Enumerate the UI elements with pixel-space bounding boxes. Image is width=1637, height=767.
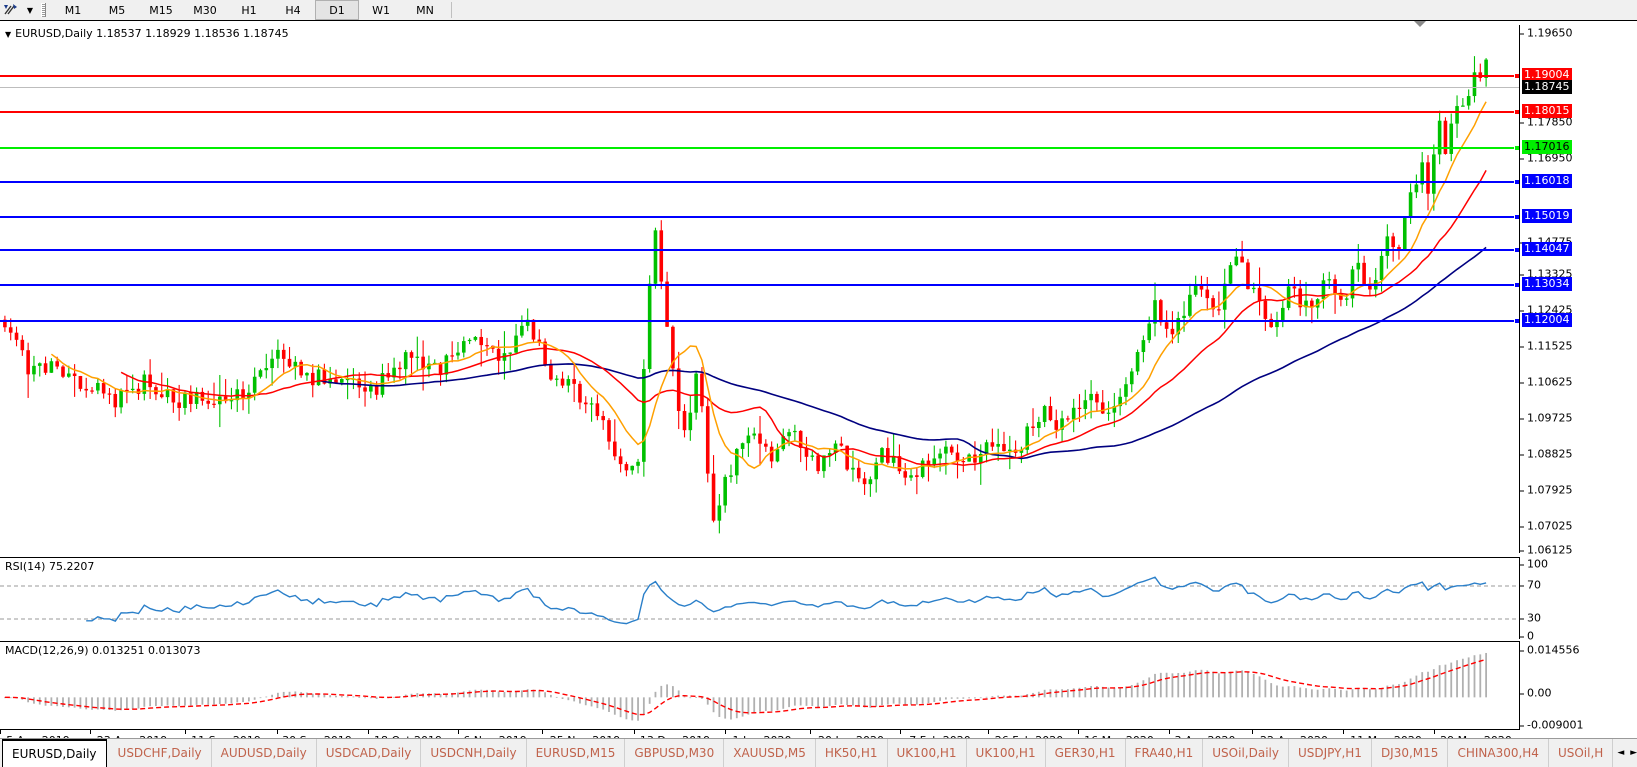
level-anchor-icon[interactable] <box>1514 282 1519 288</box>
price-tick: 1.07025 <box>1520 520 1573 533</box>
rsi-axis: 100 70 30 0 <box>1520 557 1637 643</box>
tab-hk50-h1[interactable]: HK50,H1 <box>816 739 888 767</box>
macd-label: MACD(12,26,9) 0.013251 0.013073 <box>5 644 201 657</box>
current-price-label: 1.18745 <box>1522 80 1572 94</box>
tab-usdjpy-h1[interactable]: USDJPY,H1 <box>1289 739 1372 767</box>
timeframe-toolbar: ▼ M1 M5 M15 M30 H1 H4 D1 W1 MN <box>0 0 1637 21</box>
tab-fra40-h1[interactable]: FRA40,H1 <box>1126 739 1204 767</box>
macd-series <box>4 652 1487 721</box>
chart-frame: ▼ EURUSD,Daily 1.18537 1.18929 1.18536 1.… <box>0 20 1637 751</box>
timeframe-w1[interactable]: W1 <box>372 3 390 17</box>
tab-usdchf-daily[interactable]: USDCHF,Daily <box>109 739 212 767</box>
tab-usoil-daily[interactable]: USOil,Daily <box>1203 739 1289 767</box>
timeframe-m5[interactable]: M5 <box>108 3 126 17</box>
tab-gbpusd-m30[interactable]: GBPUSD,M30 <box>625 739 725 767</box>
rsi-tick: 100 <box>1520 558 1548 571</box>
candlestick-series <box>3 56 1488 534</box>
rsi-tick: 70 <box>1520 579 1541 592</box>
timeframe-mn[interactable]: MN <box>416 3 434 17</box>
price-level-label[interactable]: 1.17016 <box>1522 140 1572 154</box>
tab-uk100-h1-a[interactable]: UK100,H1 <box>888 739 967 767</box>
chart-title-text: EURUSD,Daily 1.18537 1.18929 1.18536 1.1… <box>15 27 289 40</box>
level-anchor-icon[interactable] <box>1514 145 1519 151</box>
timeframe-d1[interactable]: D1 <box>315 0 359 20</box>
level-line-1.19004[interactable] <box>0 73 1519 79</box>
rsi-tick: 0 <box>1520 630 1534 643</box>
tab-scroll-right-icon[interactable]: ► <box>1630 748 1637 758</box>
price-pane[interactable]: ▼ EURUSD,Daily 1.18537 1.18929 1.18536 1.… <box>0 25 1520 553</box>
level-line-1.12004[interactable] <box>0 318 1519 324</box>
price-level-label[interactable]: 1.15019 <box>1522 209 1572 223</box>
price-tick: 1.11525 <box>1520 340 1573 353</box>
price-level-label[interactable]: 1.16018 <box>1522 174 1572 188</box>
level-anchor-icon[interactable] <box>1514 109 1519 115</box>
price-tick: 1.17850 <box>1520 116 1573 129</box>
price-tick: 1.09725 <box>1520 412 1573 425</box>
tab-dj30-m15[interactable]: DJ30,M15 <box>1372 739 1449 767</box>
timeframe-h4[interactable]: H4 <box>285 3 301 17</box>
price-level-label[interactable]: 1.18015 <box>1522 104 1572 118</box>
tab-usdcad-daily[interactable]: USDCAD,Daily <box>317 739 422 767</box>
level-line-1.16018[interactable] <box>0 179 1519 185</box>
rsi-series <box>0 576 1519 625</box>
tab-china300-h4[interactable]: CHINA300,H4 <box>1448 739 1549 767</box>
tab-eurusd-m15[interactable]: EURUSD,M15 <box>527 739 626 767</box>
rsi-tick: 30 <box>1520 612 1541 625</box>
rsi-pane[interactable]: RSI(14) 75.2207 <box>0 557 1520 639</box>
last-price-line <box>0 87 1519 88</box>
tab-xauusd-m5[interactable]: XAUUSD,M5 <box>724 739 816 767</box>
price-level-label[interactable]: 1.12004 <box>1522 313 1572 327</box>
price-tick: 1.07925 <box>1520 484 1573 497</box>
timeframe-group: M1 M5 M15 M30 H1 H4 D1 W1 MN <box>51 0 447 20</box>
level-line-1.18015[interactable] <box>0 109 1519 115</box>
tab-eurusd-daily[interactable]: EURUSD,Daily <box>2 739 107 767</box>
price-level-label[interactable]: 1.19004 <box>1522 68 1572 82</box>
level-anchor-icon[interactable] <box>1514 247 1519 253</box>
macd-pane[interactable]: MACD(12,26,9) 0.013251 0.013073 <box>0 641 1520 729</box>
price-tick: 1.19650 <box>1520 27 1573 40</box>
tab-usoil-h-partial[interactable]: USOil,H <box>1549 739 1614 767</box>
toolbar-drag-handle[interactable] <box>41 3 46 17</box>
tab-usdcnh-daily[interactable]: USDCNH,Daily <box>421 739 527 767</box>
level-anchor-icon[interactable] <box>1514 318 1519 324</box>
level-anchor-icon[interactable] <box>1514 214 1519 220</box>
price-tick: 1.10625 <box>1520 376 1573 389</box>
chart-tab-bar: EURUSD,Daily USDCHF,Daily AUDUSD,Daily U… <box>0 738 1637 767</box>
tab-uk100-h1-b[interactable]: UK100,H1 <box>967 739 1046 767</box>
timeframe-h1[interactable]: H1 <box>241 3 257 17</box>
macd-tick: -0.009001 <box>1520 719 1583 732</box>
rsi-label: RSI(14) 75.2207 <box>5 560 95 573</box>
level-anchor-icon[interactable] <box>1514 179 1519 185</box>
price-axis[interactable]: 1.19650 1.17850 1.16950 1.14775 1.13325 … <box>1520 25 1637 557</box>
tab-scroll-controls: ◄ ► <box>1613 739 1637 767</box>
chart-quote-header: ▼ EURUSD,Daily 1.18537 1.18929 1.18536 1.… <box>5 27 289 40</box>
tab-ger30-h1[interactable]: GER30,H1 <box>1046 739 1126 767</box>
timeframe-m30[interactable]: M30 <box>193 3 217 17</box>
macd-axis: 0.014556 0.00 -0.009001 <box>1520 641 1637 732</box>
level-line-1.15019[interactable] <box>0 214 1519 220</box>
chart-horizontal-scrollbar[interactable] <box>0 21 1520 27</box>
level-line-1.17016[interactable] <box>0 145 1519 151</box>
level-anchor-icon[interactable] <box>1514 73 1519 79</box>
level-line-1.14047[interactable] <box>0 247 1519 253</box>
chart-collapse-chevron-icon[interactable]: ▼ <box>5 29 12 39</box>
price-level-label[interactable]: 1.14047 <box>1522 242 1572 256</box>
tab-audusd-daily[interactable]: AUDUSD,Daily <box>212 739 317 767</box>
price-tick: 1.08825 <box>1520 448 1573 461</box>
scrollbar-marker-icon[interactable] <box>1414 21 1426 27</box>
crosshair-tool-icon[interactable] <box>0 1 22 19</box>
timeframe-m15[interactable]: M15 <box>149 3 173 17</box>
price-tick: 1.16950 <box>1520 152 1573 165</box>
toolbar-overflow-chevron-icon[interactable]: ▼ <box>26 5 34 15</box>
price-tick: 1.06125 <box>1520 544 1573 557</box>
macd-tick: 0.014556 <box>1520 644 1580 657</box>
toolbar-separator <box>451 2 452 18</box>
level-line-1.13034[interactable] <box>0 282 1519 288</box>
tab-scroll-left-icon[interactable]: ◄ <box>1617 748 1625 758</box>
price-level-label[interactable]: 1.13034 <box>1522 277 1572 291</box>
timeframe-m1[interactable]: M1 <box>64 3 82 17</box>
macd-tick: 0.00 <box>1520 687 1552 700</box>
